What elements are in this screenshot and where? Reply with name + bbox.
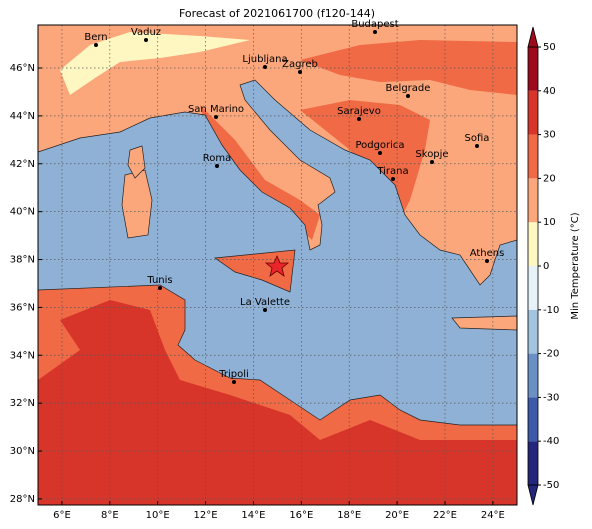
colorbar-band xyxy=(528,178,538,223)
alps-cold xyxy=(60,32,250,95)
city-label: Bern xyxy=(84,32,107,43)
title: Forecast of 2021061700 (f120-144) xyxy=(179,7,375,20)
colorbar-arrow-top xyxy=(527,26,539,48)
y-tick-label: 34°N xyxy=(10,350,35,361)
crete xyxy=(451,315,517,331)
colorbar-tick-label: -40 xyxy=(543,436,559,447)
x-tick-label: 16°E xyxy=(289,510,313,521)
city-label: Sofia xyxy=(465,133,490,144)
map xyxy=(38,25,517,505)
city-label: Budapest xyxy=(351,19,398,30)
city-dot xyxy=(357,117,361,121)
colorbar-label: Min Temperature (°C) xyxy=(570,212,581,319)
graticule xyxy=(38,25,517,505)
x-tick-label: 12°E xyxy=(194,510,218,521)
city-dot xyxy=(475,144,479,148)
y-tick-label: 44°N xyxy=(10,111,35,122)
city-label: San Marino xyxy=(188,104,244,115)
city-label: Belgrade xyxy=(386,83,431,94)
colorbar-arrow-bottom xyxy=(527,484,539,506)
city-label: Tripoli xyxy=(218,369,249,380)
warm-region xyxy=(300,40,517,95)
colorbar-band xyxy=(528,47,538,91)
x-tick-label: 8°E xyxy=(101,510,119,521)
x-tick-label: 10°E xyxy=(146,510,170,521)
city-dot xyxy=(158,286,162,290)
city-dot xyxy=(298,70,302,74)
x-tick-label: 18°E xyxy=(337,510,361,521)
city-dot xyxy=(232,380,236,384)
colorbar-tick-label: -30 xyxy=(543,392,559,403)
colorbar-band xyxy=(528,90,538,135)
y-tick-label: 42°N xyxy=(10,159,35,170)
y-tick-label: 32°N xyxy=(10,398,35,409)
city-label: Tunis xyxy=(146,275,172,286)
colorbar-band xyxy=(528,397,538,442)
colorbar-tick-label: -10 xyxy=(543,305,559,316)
city-label: Ljubljana xyxy=(242,54,287,65)
colorbar-band xyxy=(528,222,538,266)
sardinia xyxy=(121,169,153,239)
colorbar-band xyxy=(528,353,538,398)
colorbar-tick-label: 40 xyxy=(543,86,556,97)
y-tick-label: 30°N xyxy=(10,446,35,457)
city-dot xyxy=(263,65,267,69)
colorbar-band xyxy=(528,266,538,310)
city-dot xyxy=(391,177,395,181)
x-tick-label: 20°E xyxy=(385,510,409,521)
colorbar-band xyxy=(528,441,538,485)
city-label: Skopje xyxy=(415,149,448,160)
x-tick-label: 24°E xyxy=(481,510,505,521)
colorbar-tick-label: 0 xyxy=(543,261,549,272)
city-dot xyxy=(430,160,434,164)
city-dot xyxy=(406,94,410,98)
city-label: Podgorica xyxy=(355,140,404,151)
x-tick-label: 14°E xyxy=(241,510,265,521)
colorbar-tick-label: 50 xyxy=(543,42,556,53)
city-label: Athens xyxy=(470,248,505,259)
city-label: Zagreb xyxy=(282,59,318,70)
map-frame xyxy=(37,24,518,506)
city-dot xyxy=(485,259,489,263)
x-tick-label: 6°E xyxy=(53,510,71,521)
city-label: La Valette xyxy=(240,297,290,308)
city-dot xyxy=(378,151,382,155)
colorbar-tick-label: 20 xyxy=(543,173,556,184)
y-tick-label: 46°N xyxy=(10,63,35,74)
x-tick-label: 22°E xyxy=(433,510,457,521)
city-dot xyxy=(373,30,377,34)
city-label: Roma xyxy=(203,153,232,164)
colorbar-band xyxy=(528,309,538,354)
city-label: Sarajevo xyxy=(337,106,381,117)
city-label: Vaduz xyxy=(131,27,161,38)
y-tick-label: 36°N xyxy=(10,302,35,313)
colorbar-tick-label: 10 xyxy=(543,217,556,228)
colorbar-band xyxy=(528,134,538,179)
y-tick-label: 38°N xyxy=(10,255,35,266)
city-dot xyxy=(214,115,218,119)
city-dot xyxy=(215,164,219,168)
corsica xyxy=(127,145,146,179)
colorbar-tick-label: -50 xyxy=(543,480,559,491)
colorbar-tick-label: 30 xyxy=(543,130,556,141)
city-label: Tirana xyxy=(376,166,408,177)
city-dot xyxy=(94,43,98,47)
y-tick-label: 40°N xyxy=(10,207,35,218)
star-marker xyxy=(264,254,290,277)
colorbar-tick-label: -20 xyxy=(543,349,559,360)
y-tick-label: 28°N xyxy=(10,494,35,505)
warm-region xyxy=(200,105,320,240)
city-dot xyxy=(144,38,148,42)
city-dot xyxy=(263,308,267,312)
